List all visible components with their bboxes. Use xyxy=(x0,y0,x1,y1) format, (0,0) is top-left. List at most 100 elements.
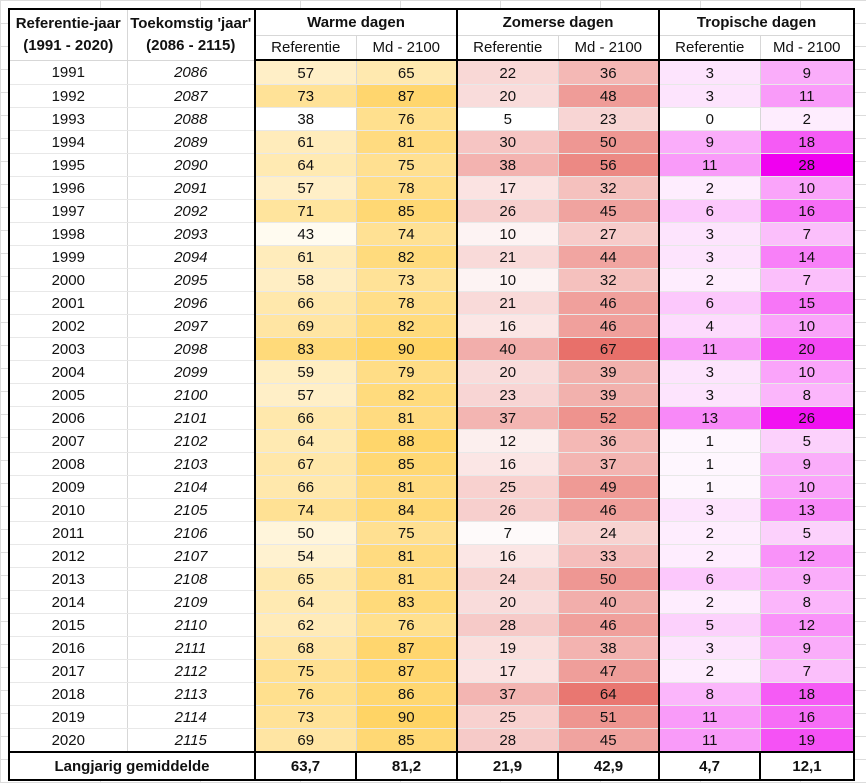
cell-reference-year[interactable]: 1997 xyxy=(9,199,128,223)
cell-warm-reference[interactable]: 76 xyxy=(255,682,357,706)
cell-warm-reference[interactable]: 50 xyxy=(255,521,357,545)
cell-reference-year[interactable]: 2010 xyxy=(9,498,128,522)
cell-tropical-md2100[interactable]: 8 xyxy=(760,590,856,614)
cell-warm-md2100[interactable]: 81 xyxy=(356,544,458,568)
cell-warm-reference[interactable]: 75 xyxy=(255,659,357,683)
subheader-tropical-reference[interactable]: Referentie xyxy=(659,35,761,61)
cell-summer-reference[interactable]: 21 xyxy=(457,291,559,315)
cell-tropical-reference[interactable]: 5 xyxy=(659,613,761,637)
cell-summer-md2100[interactable]: 67 xyxy=(558,337,660,361)
cell-tropical-reference[interactable]: 11 xyxy=(659,337,761,361)
cell-warm-md2100[interactable]: 81 xyxy=(356,567,458,591)
cell-reference-year[interactable]: 2018 xyxy=(9,682,128,706)
cell-tropical-reference[interactable]: 8 xyxy=(659,682,761,706)
cell-warm-md2100[interactable]: 90 xyxy=(356,705,458,729)
cell-reference-year[interactable]: 2009 xyxy=(9,475,128,499)
cell-summer-md2100[interactable]: 46 xyxy=(558,498,660,522)
cell-summer-reference[interactable]: 28 xyxy=(457,613,559,637)
cell-warm-md2100[interactable]: 76 xyxy=(356,613,458,637)
cell-tropical-md2100[interactable]: 7 xyxy=(760,659,856,683)
footer-warm-md2100[interactable]: 81,2 xyxy=(356,751,458,781)
cell-tropical-md2100[interactable]: 7 xyxy=(760,268,856,292)
cell-warm-reference[interactable]: 65 xyxy=(255,567,357,591)
cell-warm-reference[interactable]: 57 xyxy=(255,60,357,85)
cell-tropical-md2100[interactable]: 13 xyxy=(760,498,856,522)
cell-tropical-md2100[interactable]: 9 xyxy=(760,60,856,85)
cell-summer-reference[interactable]: 40 xyxy=(457,337,559,361)
footer-tropical-md2100[interactable]: 12,1 xyxy=(760,751,856,781)
cell-reference-year[interactable]: 1995 xyxy=(9,153,128,177)
cell-summer-reference[interactable]: 16 xyxy=(457,452,559,476)
cell-warm-reference[interactable]: 74 xyxy=(255,498,357,522)
cell-summer-reference[interactable]: 10 xyxy=(457,268,559,292)
cell-warm-reference[interactable]: 64 xyxy=(255,590,357,614)
cell-summer-md2100[interactable]: 52 xyxy=(558,406,660,430)
cell-warm-md2100[interactable]: 75 xyxy=(356,153,458,177)
cell-tropical-md2100[interactable]: 8 xyxy=(760,383,856,407)
cell-future-year[interactable]: 2099 xyxy=(127,360,256,384)
cell-summer-reference[interactable]: 20 xyxy=(457,84,559,108)
cell-summer-reference[interactable]: 7 xyxy=(457,521,559,545)
cell-warm-reference[interactable]: 38 xyxy=(255,107,357,131)
cell-future-year[interactable]: 2106 xyxy=(127,521,256,545)
cell-future-year[interactable]: 2111 xyxy=(127,636,256,660)
cell-reference-year[interactable]: 2016 xyxy=(9,636,128,660)
cell-tropical-reference[interactable]: 0 xyxy=(659,107,761,131)
cell-future-year[interactable]: 2093 xyxy=(127,222,256,246)
cell-tropical-reference[interactable]: 4 xyxy=(659,314,761,338)
cell-warm-reference[interactable]: 58 xyxy=(255,268,357,292)
cell-tropical-md2100[interactable]: 16 xyxy=(760,705,856,729)
cell-reference-year[interactable]: 2014 xyxy=(9,590,128,614)
cell-future-year[interactable]: 2102 xyxy=(127,429,256,453)
cell-summer-md2100[interactable]: 38 xyxy=(558,636,660,660)
cell-summer-reference[interactable]: 25 xyxy=(457,705,559,729)
cell-future-year[interactable]: 2115 xyxy=(127,728,256,753)
cell-tropical-reference[interactable]: 11 xyxy=(659,728,761,753)
cell-tropical-reference[interactable]: 3 xyxy=(659,222,761,246)
cell-reference-year[interactable]: 2003 xyxy=(9,337,128,361)
cell-reference-year[interactable]: 2015 xyxy=(9,613,128,637)
cell-warm-md2100[interactable]: 65 xyxy=(356,60,458,85)
cell-future-year[interactable]: 2114 xyxy=(127,705,256,729)
cell-reference-year[interactable]: 2013 xyxy=(9,567,128,591)
cell-warm-md2100[interactable]: 82 xyxy=(356,383,458,407)
cell-summer-reference[interactable]: 19 xyxy=(457,636,559,660)
cell-summer-reference[interactable]: 16 xyxy=(457,544,559,568)
cell-summer-reference[interactable]: 17 xyxy=(457,659,559,683)
cell-future-year[interactable]: 2101 xyxy=(127,406,256,430)
cell-tropical-reference[interactable]: 3 xyxy=(659,84,761,108)
cell-warm-reference[interactable]: 73 xyxy=(255,705,357,729)
cell-warm-reference[interactable]: 61 xyxy=(255,245,357,269)
header-reference-year[interactable]: Referentie-jaar (1991 - 2020) xyxy=(9,9,128,61)
cell-summer-md2100[interactable]: 37 xyxy=(558,452,660,476)
cell-tropical-md2100[interactable]: 12 xyxy=(760,544,856,568)
cell-future-year[interactable]: 2098 xyxy=(127,337,256,361)
cell-reference-year[interactable]: 1991 xyxy=(9,60,128,85)
cell-summer-reference[interactable]: 22 xyxy=(457,60,559,85)
cell-tropical-reference[interactable]: 11 xyxy=(659,153,761,177)
cell-future-year[interactable]: 2109 xyxy=(127,590,256,614)
cell-summer-reference[interactable]: 26 xyxy=(457,199,559,223)
cell-summer-md2100[interactable]: 46 xyxy=(558,314,660,338)
cell-summer-md2100[interactable]: 36 xyxy=(558,60,660,85)
cell-future-year[interactable]: 2092 xyxy=(127,199,256,223)
cell-warm-md2100[interactable]: 82 xyxy=(356,314,458,338)
cell-warm-md2100[interactable]: 88 xyxy=(356,429,458,453)
cell-summer-reference[interactable]: 12 xyxy=(457,429,559,453)
cell-tropical-md2100[interactable]: 26 xyxy=(760,406,856,430)
cell-tropical-reference[interactable]: 2 xyxy=(659,176,761,200)
cell-tropical-reference[interactable]: 3 xyxy=(659,60,761,85)
cell-summer-reference[interactable]: 37 xyxy=(457,406,559,430)
cell-tropical-reference[interactable]: 2 xyxy=(659,268,761,292)
cell-warm-reference[interactable]: 62 xyxy=(255,613,357,637)
cell-warm-reference[interactable]: 64 xyxy=(255,153,357,177)
cell-warm-reference[interactable]: 83 xyxy=(255,337,357,361)
cell-summer-md2100[interactable]: 33 xyxy=(558,544,660,568)
cell-summer-reference[interactable]: 23 xyxy=(457,383,559,407)
subheader-summer-reference[interactable]: Referentie xyxy=(457,35,559,61)
cell-reference-year[interactable]: 2019 xyxy=(9,705,128,729)
cell-summer-reference[interactable]: 26 xyxy=(457,498,559,522)
cell-warm-reference[interactable]: 67 xyxy=(255,452,357,476)
cell-summer-md2100[interactable]: 44 xyxy=(558,245,660,269)
footer-warm-reference[interactable]: 63,7 xyxy=(255,751,357,781)
